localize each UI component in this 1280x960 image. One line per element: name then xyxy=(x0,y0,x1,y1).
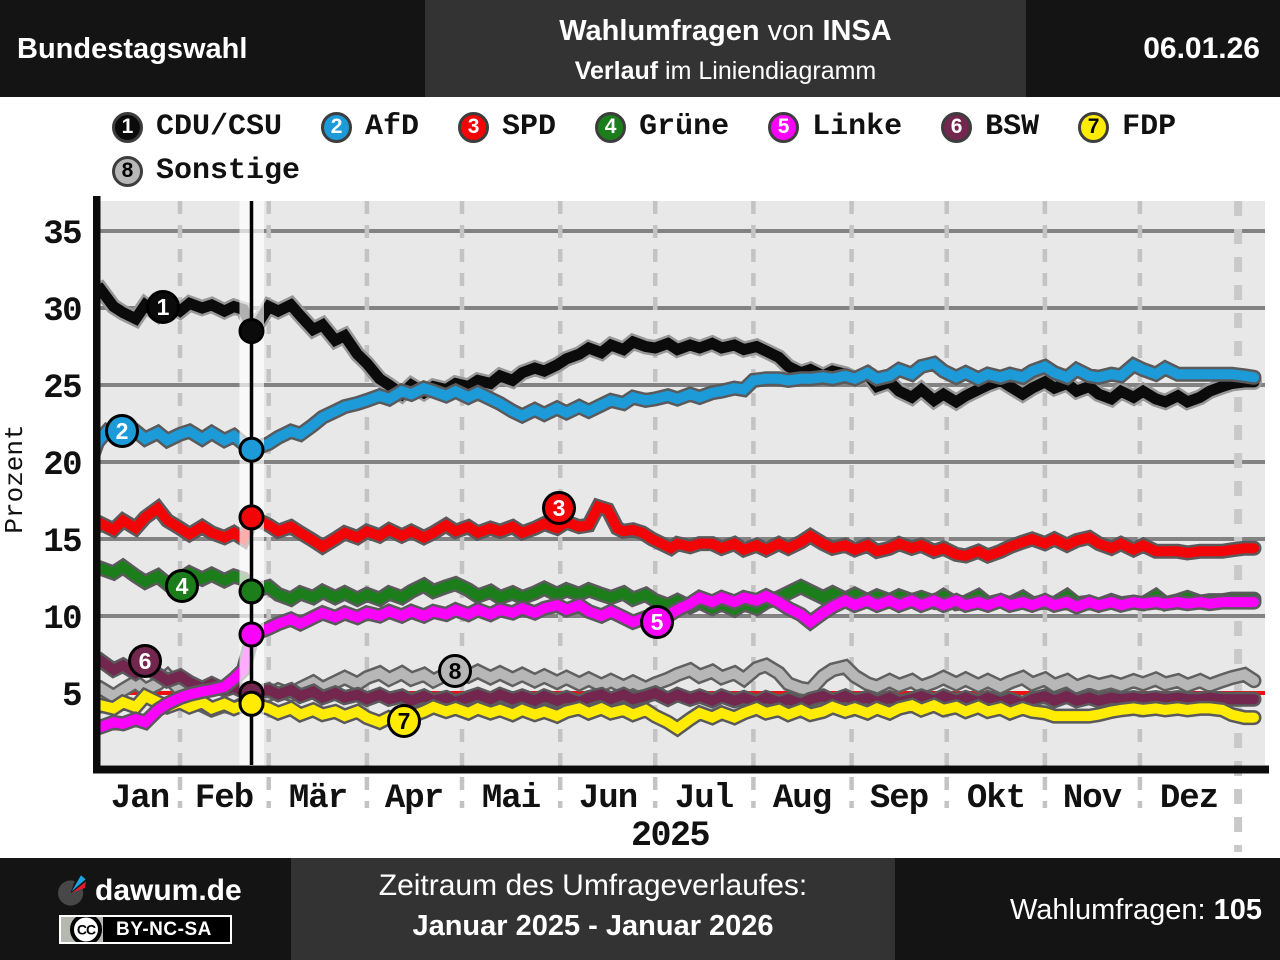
svg-text:Sep: Sep xyxy=(870,780,928,818)
svg-text:10: 10 xyxy=(43,601,81,639)
svg-text:Jun: Jun xyxy=(579,780,637,818)
svg-text:1: 1 xyxy=(157,294,170,320)
svg-text:CC: CC xyxy=(77,922,96,938)
svg-text:6: 6 xyxy=(139,648,152,674)
svg-text:7: 7 xyxy=(398,708,411,734)
svg-text:Okt: Okt xyxy=(967,780,1025,818)
svg-text:35: 35 xyxy=(43,216,81,254)
svg-text:4: 4 xyxy=(176,573,189,599)
svg-text:20: 20 xyxy=(43,447,81,485)
svg-text:8: 8 xyxy=(449,658,462,684)
svg-text:30: 30 xyxy=(43,293,81,331)
svg-text:5: 5 xyxy=(62,678,81,716)
svg-text:2025: 2025 xyxy=(631,816,710,856)
svg-text:Prozent: Prozent xyxy=(0,424,30,533)
svg-text:Mai: Mai xyxy=(482,780,541,818)
svg-text:Jan: Jan xyxy=(111,780,169,818)
svg-text:2: 2 xyxy=(116,418,129,444)
svg-text:25: 25 xyxy=(43,370,81,408)
svg-text:Mär: Mär xyxy=(289,780,347,818)
svg-text:3: 3 xyxy=(553,495,566,521)
svg-text:Aug: Aug xyxy=(773,780,831,818)
svg-text:Feb: Feb xyxy=(195,780,253,818)
svg-text:Nov: Nov xyxy=(1063,780,1122,818)
svg-text:Apr: Apr xyxy=(385,780,443,818)
svg-text:Dez: Dez xyxy=(1160,780,1218,818)
svg-text:15: 15 xyxy=(43,524,81,562)
svg-text:Jul: Jul xyxy=(675,780,734,818)
svg-text:5: 5 xyxy=(651,609,664,635)
